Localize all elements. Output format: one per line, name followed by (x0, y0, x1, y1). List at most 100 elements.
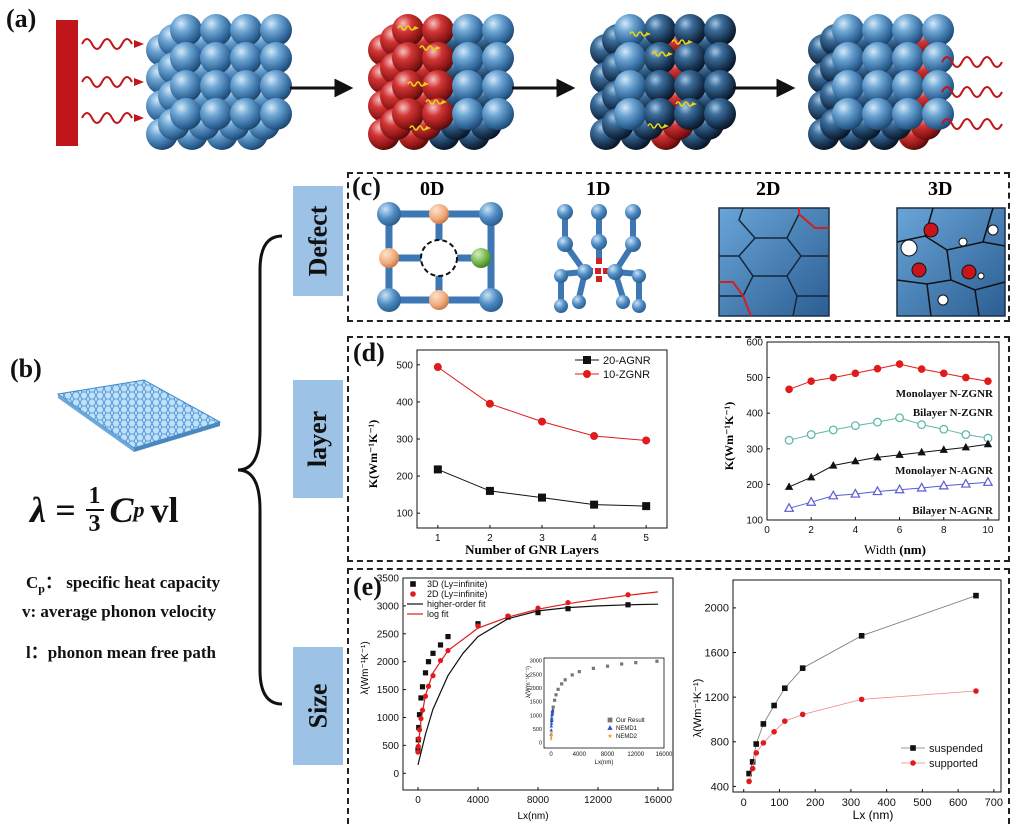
e-right-x-tick-label: 600 (949, 797, 967, 809)
series-label: Monolayer N-ZGNR (896, 388, 994, 400)
data-point (590, 432, 599, 441)
data-point (983, 439, 993, 448)
d-left-x-tick-label: 4 (591, 533, 597, 544)
legend-label: higher-order fit (427, 599, 486, 609)
inset-data-point (549, 721, 554, 725)
inset-legend-marker (607, 725, 613, 730)
panel-label-b: (b) (10, 354, 42, 383)
e-left-y-tick-label: 1500 (377, 685, 400, 696)
d-right-y-tick-label: 400 (746, 409, 763, 420)
data-point (565, 606, 571, 612)
d-left-y-tick-label: 100 (396, 509, 413, 520)
e-right-y-tick-label: 800 (711, 737, 729, 749)
e-left-y-axis-label: λ(Wm⁻¹K⁻¹) (360, 641, 371, 694)
data-point (917, 420, 927, 430)
data-point (917, 447, 926, 456)
incoming-heat-wave-icon (81, 38, 133, 124)
data-point (982, 476, 994, 486)
data-point (771, 702, 777, 709)
data-point (961, 430, 971, 440)
data-point (753, 741, 760, 747)
series-suspended (746, 592, 979, 777)
d-left-y-axis-label: K(Wm⁻¹K⁻¹) (366, 420, 380, 489)
data-point (938, 480, 949, 490)
data-point (425, 659, 432, 665)
data-point (973, 592, 979, 599)
d-left-y-tick-label: 200 (396, 472, 413, 483)
series-line (788, 363, 989, 390)
data-point (590, 500, 599, 509)
inset-data-point (550, 716, 554, 720)
inset-data-point (549, 736, 553, 739)
legend-label: 20-AGNR (603, 355, 651, 367)
data-point (445, 633, 451, 640)
legend-marker (910, 745, 916, 751)
e-left-x-tick-label: 16000 (644, 795, 672, 806)
inset-y-tick-label: 1000 (530, 713, 542, 719)
defect-label-0d: 0D (420, 178, 445, 200)
inset-series-NEMD1 (549, 707, 555, 736)
series-log fit (417, 591, 659, 750)
panel-label-a: (a) (6, 4, 37, 33)
data-point (961, 442, 971, 451)
data-point (753, 750, 760, 756)
inset-x-tick-label: 8000 (601, 752, 615, 758)
data-point (485, 486, 494, 495)
series-Bilayer N-ZGNR (784, 413, 993, 445)
e-left-x-tick-label: 0 (415, 795, 421, 806)
data-point (895, 413, 905, 423)
defect-label-2d: 2D (756, 178, 781, 200)
panel-label-d: (d) (353, 338, 385, 367)
d-right-x-tick-label: 8 (941, 525, 947, 536)
lattice-cube-4 (808, 14, 954, 150)
definition-l: l：phonon mean free path (26, 643, 217, 662)
d-right-y-tick-label: 600 (746, 338, 763, 349)
chart-d-right: K(Wm⁻¹K⁻¹) Width (nm) 0 2 4 6 8 10 100 200 300 40… (722, 338, 1000, 557)
d-right-x-axis-label: Width (nm) (864, 542, 926, 557)
legend-label: 2D (Ly=infinite) (427, 589, 487, 599)
data-point (851, 456, 860, 465)
data-point (850, 421, 860, 431)
d-right-y-tick-label: 500 (746, 373, 763, 384)
e-left-y-tick-label: 0 (393, 769, 399, 780)
d-right-x-tick-label: 10 (982, 525, 994, 536)
series-20-AGNR (433, 465, 651, 511)
data-point (433, 363, 442, 372)
definition-cp: Cp： specific heat capacity (26, 573, 221, 596)
data-point (784, 435, 794, 445)
tag-defect: Defect (293, 186, 343, 296)
chart-e-left: λ(Wm⁻¹K⁻¹) Lx(nm) 0 4000 8000 12000 16000 0 50… (360, 574, 674, 822)
data-point (799, 711, 806, 718)
inset-legend-marker (607, 717, 613, 723)
d-left-y-tick-label: 400 (396, 397, 413, 408)
data-point (873, 417, 882, 427)
d-right-y-tick-label: 200 (746, 480, 763, 491)
series-line (788, 481, 989, 509)
data-point (962, 373, 970, 382)
e-right-plot-frame (732, 579, 1002, 793)
data-point (829, 373, 838, 382)
inset-data-point (591, 666, 596, 670)
d-left-x-tick-label: 3 (539, 533, 545, 544)
legend-label: 10-ZGNR (603, 369, 650, 381)
data-point (749, 759, 756, 765)
inset-data-point (550, 731, 554, 734)
inset-data-point (634, 661, 638, 665)
e-right-x-tick-label: 400 (877, 797, 895, 809)
series-Monolayer N-ZGNR (785, 360, 992, 394)
inset-data-point (549, 728, 553, 732)
data-point (430, 650, 436, 656)
series-label: Bilayer N-AGNR (912, 505, 994, 517)
e-right-x-tick-label: 300 (842, 797, 860, 809)
data-point (917, 365, 926, 373)
inset-data-point (556, 687, 560, 691)
panel-label-e: (e) (353, 572, 382, 601)
data-point (642, 502, 651, 511)
inset-y-tick-label: 3000 (530, 659, 542, 665)
d-right-plot-frame (766, 341, 1000, 521)
series-supported (746, 688, 979, 785)
defect-diagrams (377, 202, 1006, 317)
fit-line (417, 591, 659, 750)
lattice-cube-3 (590, 14, 736, 150)
